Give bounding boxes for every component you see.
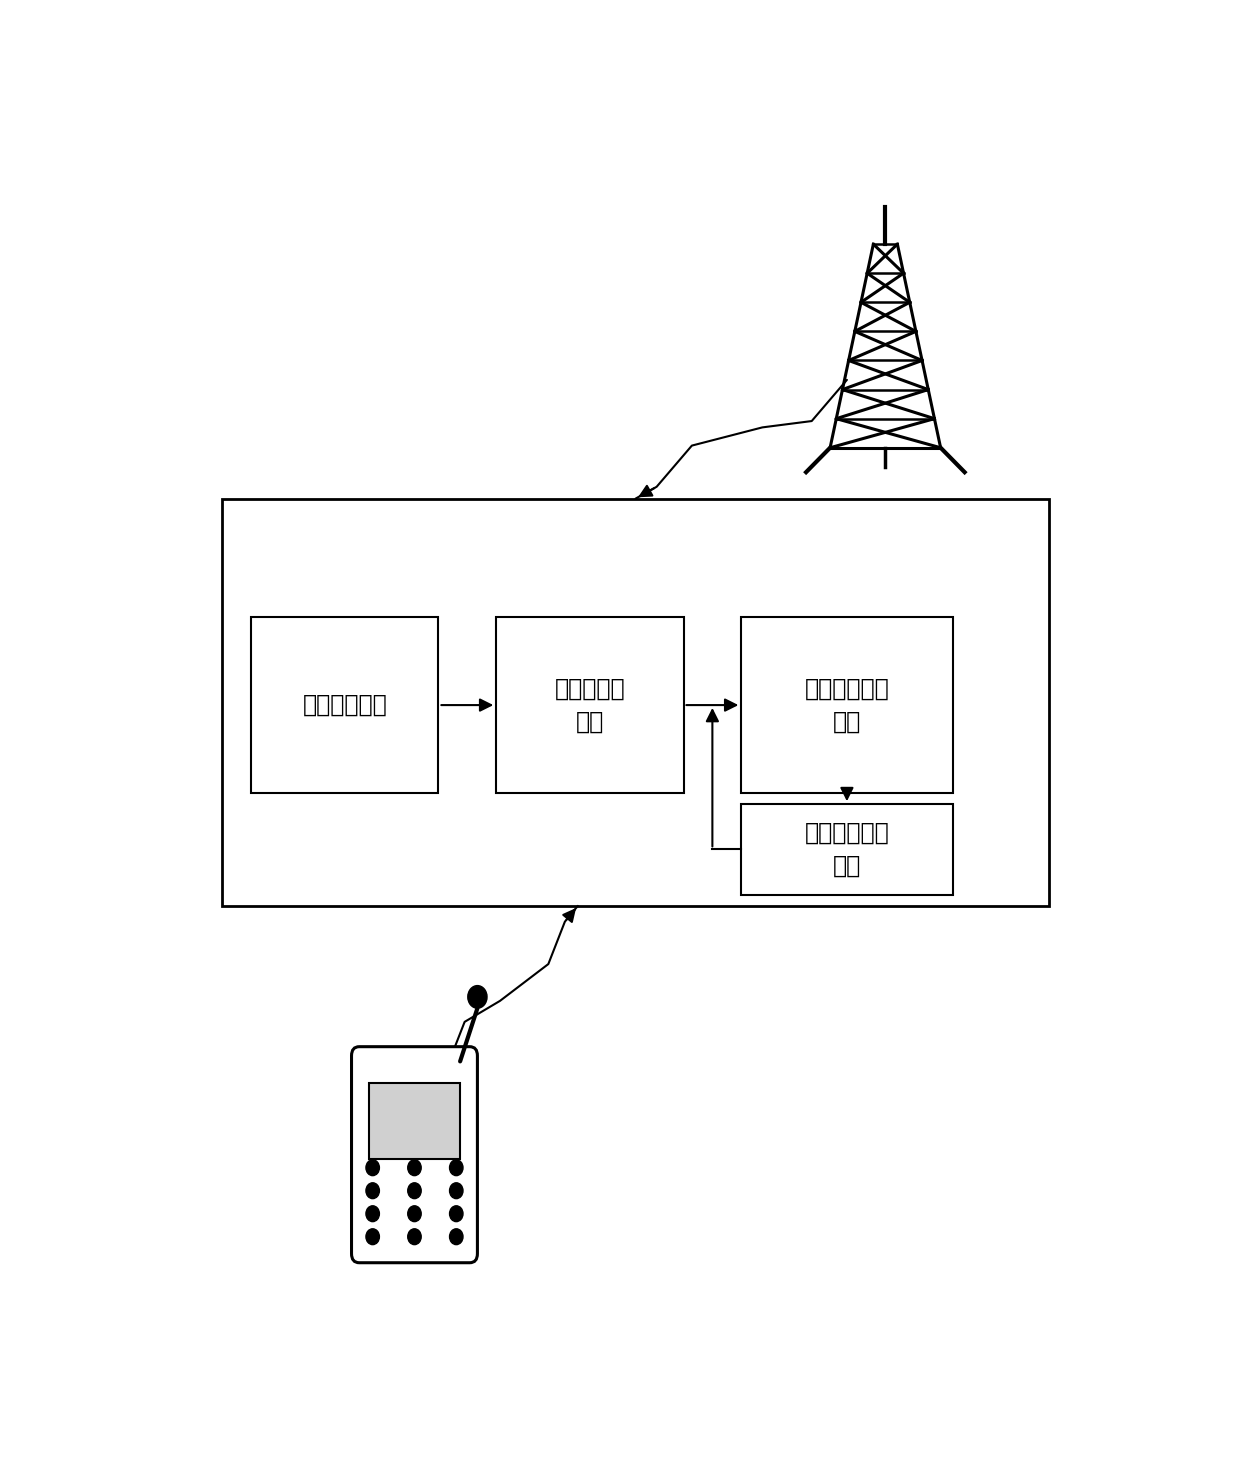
FancyBboxPatch shape — [742, 804, 952, 895]
FancyBboxPatch shape — [351, 1047, 477, 1263]
FancyBboxPatch shape — [742, 617, 952, 793]
Circle shape — [450, 1183, 463, 1199]
Circle shape — [408, 1183, 422, 1199]
Circle shape — [408, 1228, 422, 1244]
Text: 上行精同步
模块: 上行精同步 模块 — [554, 676, 625, 734]
Circle shape — [450, 1228, 463, 1244]
Circle shape — [450, 1206, 463, 1222]
Circle shape — [366, 1206, 379, 1222]
Text: 基带同步模块: 基带同步模块 — [303, 693, 387, 717]
Circle shape — [366, 1183, 379, 1199]
FancyBboxPatch shape — [496, 617, 683, 793]
Text: 上行场強测量
模块: 上行场強测量 模块 — [805, 676, 889, 734]
Circle shape — [408, 1161, 422, 1175]
Circle shape — [467, 986, 487, 1008]
Circle shape — [450, 1161, 463, 1175]
FancyBboxPatch shape — [368, 1084, 460, 1159]
Circle shape — [366, 1228, 379, 1244]
FancyBboxPatch shape — [222, 498, 1049, 906]
Circle shape — [408, 1206, 422, 1222]
Circle shape — [366, 1161, 379, 1175]
FancyBboxPatch shape — [250, 617, 439, 793]
Text: 上行同步保持
模块: 上行同步保持 模块 — [805, 821, 889, 878]
